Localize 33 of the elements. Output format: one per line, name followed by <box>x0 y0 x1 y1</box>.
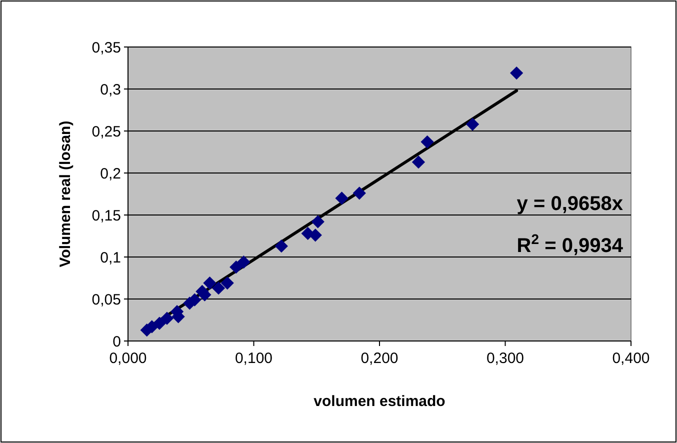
x-tick-label: 0,400 <box>612 350 650 367</box>
annotation: y = 0,9658x <box>516 193 623 215</box>
point <box>420 135 434 148</box>
y-tick-label: 0,15 <box>92 207 121 224</box>
y-tick-label: 0,25 <box>92 123 121 140</box>
x-tick-label: 0,300 <box>486 350 524 367</box>
point <box>203 276 216 290</box>
x-tick-label: 0,200 <box>360 350 398 367</box>
x-axis-title: volumen estimado <box>314 393 446 410</box>
point <box>335 192 348 205</box>
point <box>311 215 324 228</box>
point <box>237 255 250 269</box>
x-tick-label: 0,100 <box>234 350 273 367</box>
point <box>352 186 366 200</box>
x-tick-label: 0,000 <box>109 350 147 367</box>
point <box>220 276 234 290</box>
point <box>152 316 166 330</box>
y-tick-label: 0,1 <box>100 249 121 266</box>
point <box>510 66 524 80</box>
y-tick-label: 0,3 <box>100 81 121 98</box>
point <box>230 260 243 274</box>
y-tick-label: 0,05 <box>92 291 121 308</box>
annotation: R$^{2}$ = 0,9934 <box>516 231 624 257</box>
point <box>466 118 480 131</box>
point <box>412 156 426 169</box>
y-tick-label: 0 <box>112 333 121 350</box>
y-tick-label: 0,2 <box>100 165 121 182</box>
point <box>308 228 322 242</box>
point <box>274 240 288 253</box>
y-axis-title: Volumen real (losan) <box>57 120 74 268</box>
point <box>212 282 226 295</box>
point <box>160 312 174 325</box>
y-tick-label: 0,35 <box>92 39 121 56</box>
